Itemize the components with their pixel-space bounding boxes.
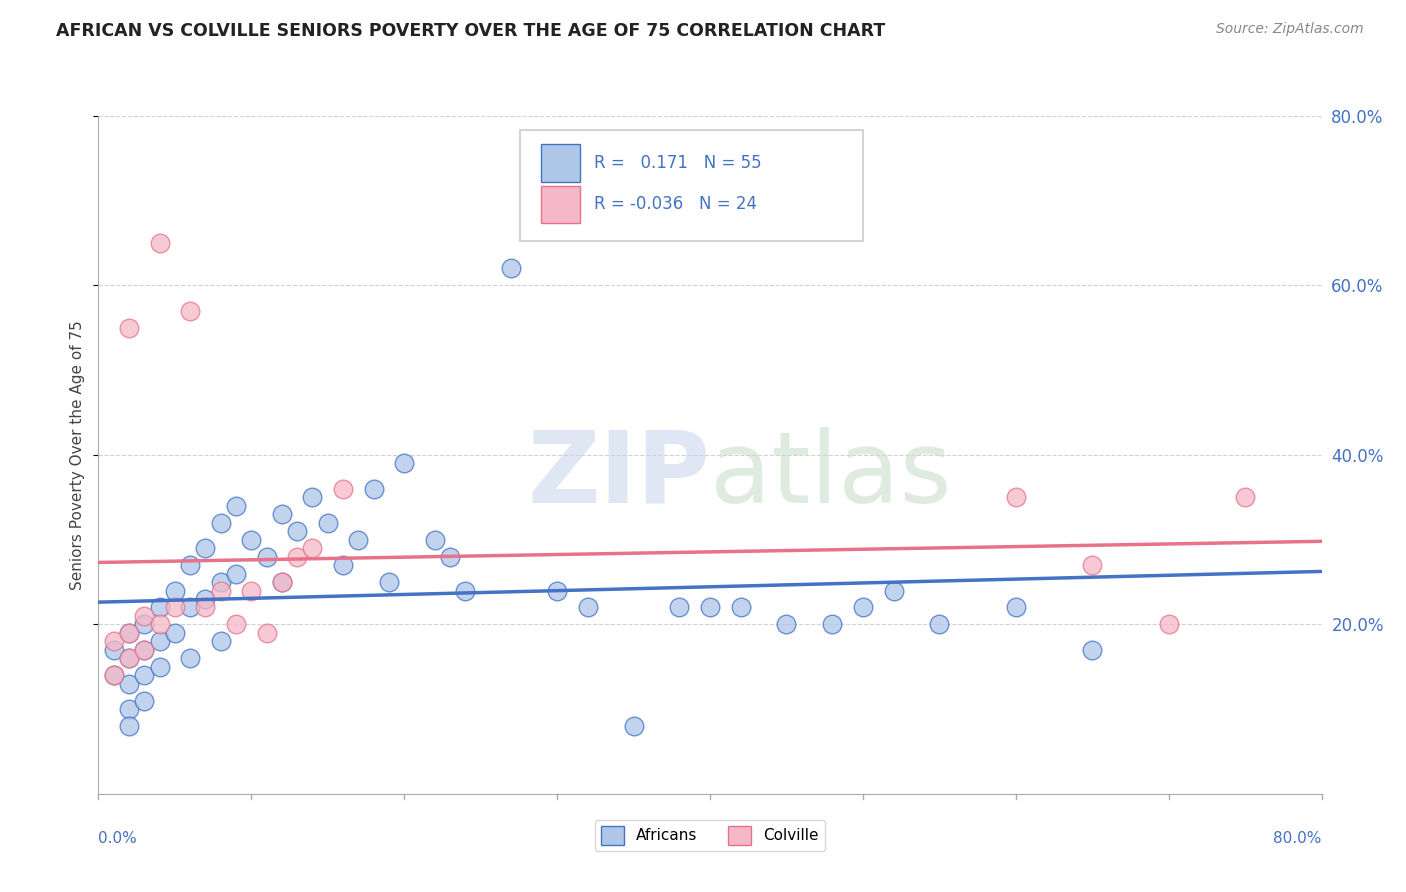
Point xyxy=(179,304,201,318)
Point xyxy=(1157,617,1180,632)
Point xyxy=(1081,642,1104,657)
Point xyxy=(118,651,141,665)
Point xyxy=(730,600,752,615)
Point xyxy=(1004,600,1026,615)
Text: AFRICAN VS COLVILLE SENIORS POVERTY OVER THE AGE OF 75 CORRELATION CHART: AFRICAN VS COLVILLE SENIORS POVERTY OVER… xyxy=(56,22,886,40)
Point xyxy=(163,583,186,598)
Text: Source: ZipAtlas.com: Source: ZipAtlas.com xyxy=(1216,22,1364,37)
Text: R = -0.036   N = 24: R = -0.036 N = 24 xyxy=(593,195,756,213)
Point xyxy=(699,600,721,615)
Point xyxy=(118,321,141,335)
Point xyxy=(883,583,905,598)
Point xyxy=(576,600,599,615)
Point xyxy=(316,516,339,530)
Point xyxy=(134,617,156,632)
Point xyxy=(149,634,172,648)
Y-axis label: Seniors Poverty Over the Age of 75: Seniors Poverty Over the Age of 75 xyxy=(70,320,86,590)
Point xyxy=(270,575,292,590)
Point xyxy=(209,516,232,530)
Point xyxy=(240,583,263,598)
Point xyxy=(439,549,461,564)
Point xyxy=(1081,558,1104,573)
Point xyxy=(134,694,156,708)
Point xyxy=(209,583,232,598)
Point xyxy=(179,600,201,615)
Point xyxy=(149,660,172,674)
Point xyxy=(194,592,217,607)
Point xyxy=(1004,491,1026,505)
Point xyxy=(163,600,186,615)
Point xyxy=(454,583,477,598)
Point xyxy=(285,549,308,564)
Point xyxy=(103,642,125,657)
Point xyxy=(623,719,645,733)
Point xyxy=(256,549,278,564)
Point xyxy=(194,541,217,555)
Point xyxy=(270,575,292,590)
Point xyxy=(301,541,323,555)
Point xyxy=(118,651,141,665)
Point xyxy=(501,261,523,276)
Legend: Africans, Colville: Africans, Colville xyxy=(595,820,825,851)
Point xyxy=(118,702,141,716)
Point xyxy=(301,491,323,505)
Point xyxy=(118,626,141,640)
Point xyxy=(270,507,292,521)
Point xyxy=(392,457,416,471)
Text: ZIP: ZIP xyxy=(527,426,710,524)
Point xyxy=(928,617,950,632)
Point xyxy=(179,651,201,665)
Point xyxy=(423,533,446,547)
Point xyxy=(363,482,385,496)
Text: R =   0.171   N = 55: R = 0.171 N = 55 xyxy=(593,154,762,172)
Point xyxy=(179,558,201,573)
Point xyxy=(209,634,232,648)
Point xyxy=(225,617,247,632)
Point xyxy=(821,617,844,632)
Point xyxy=(285,524,308,539)
Point xyxy=(134,668,156,682)
Point xyxy=(378,575,401,590)
Point xyxy=(852,600,875,615)
Point xyxy=(225,566,247,581)
Point xyxy=(149,236,172,251)
Text: 80.0%: 80.0% xyxy=(1274,831,1322,847)
Point xyxy=(118,676,141,690)
Point xyxy=(134,642,156,657)
Point xyxy=(163,626,186,640)
Point xyxy=(103,668,125,682)
Point xyxy=(332,482,354,496)
Point xyxy=(118,626,141,640)
Point xyxy=(134,642,156,657)
FancyBboxPatch shape xyxy=(541,186,581,223)
FancyBboxPatch shape xyxy=(520,129,863,242)
Text: 0.0%: 0.0% xyxy=(98,831,138,847)
Point xyxy=(332,558,354,573)
Point xyxy=(103,634,125,648)
Point xyxy=(149,617,172,632)
Point xyxy=(1234,491,1257,505)
Point xyxy=(149,600,172,615)
Point xyxy=(240,533,263,547)
Point xyxy=(118,719,141,733)
Point xyxy=(134,609,156,624)
Point xyxy=(668,600,690,615)
Point xyxy=(225,499,247,513)
Point xyxy=(209,575,232,590)
Text: atlas: atlas xyxy=(710,426,952,524)
Point xyxy=(347,533,370,547)
FancyBboxPatch shape xyxy=(541,145,581,182)
Point xyxy=(103,668,125,682)
Point xyxy=(546,583,568,598)
Point xyxy=(775,617,797,632)
Point xyxy=(194,600,217,615)
Point xyxy=(256,626,278,640)
